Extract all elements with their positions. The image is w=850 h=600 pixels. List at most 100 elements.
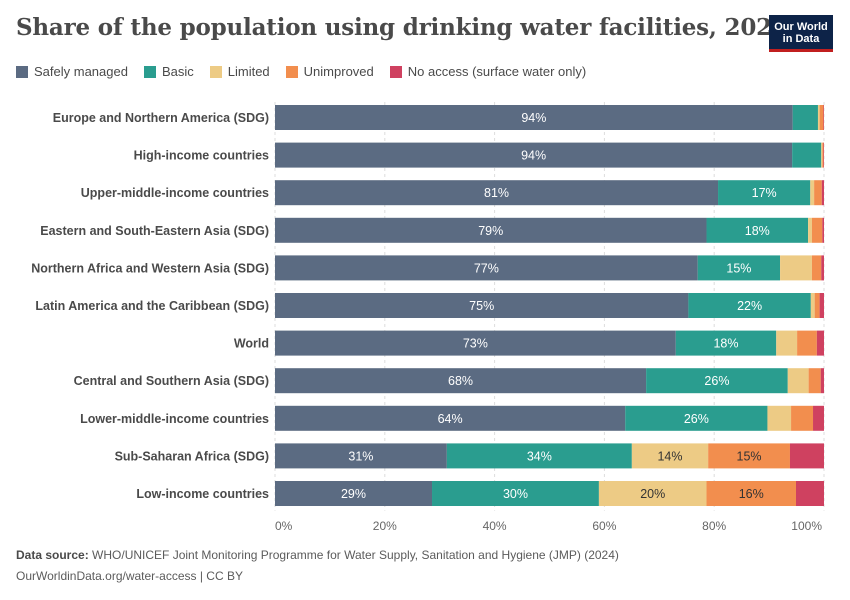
category-label: World <box>234 337 269 351</box>
data-label: 81% <box>484 186 509 200</box>
data-label: 18% <box>713 337 738 351</box>
bar-segment <box>432 481 599 506</box>
category-label: Low-income countries <box>136 487 269 501</box>
category-label: Upper-middle-income countries <box>81 186 269 200</box>
bar-segment <box>814 293 820 318</box>
legend-label: Basic <box>161 64 194 79</box>
bar-segment <box>646 368 788 394</box>
data-label: 14% <box>657 449 682 463</box>
bar-segment <box>275 180 719 206</box>
data-label: 77% <box>474 261 499 275</box>
legend-swatch <box>285 65 298 78</box>
bar-segment <box>787 368 809 394</box>
bar-segment <box>810 293 815 318</box>
bar-segment <box>631 443 709 469</box>
data-label: 75% <box>469 299 494 313</box>
bar-segment <box>275 293 689 318</box>
bar-segment <box>822 217 824 243</box>
data-label: 94% <box>521 149 546 163</box>
bar-segment <box>808 368 821 394</box>
data-label: 17% <box>752 186 777 200</box>
bar-segment <box>823 105 824 130</box>
bar-segment <box>819 293 824 318</box>
bar-segment <box>792 142 822 168</box>
data-label: 34% <box>527 449 552 463</box>
bar-segment <box>814 180 822 206</box>
data-label: 94% <box>521 111 546 125</box>
bar-segment <box>275 405 626 431</box>
data-label: 16% <box>739 487 764 501</box>
category-label: Northern Africa and Western Asia (SDG) <box>31 261 269 275</box>
category-label: Eastern and South-Eastern Asia (SDG) <box>40 224 269 238</box>
bar-segment <box>810 180 815 206</box>
bar-segment <box>789 443 824 469</box>
data-label: 29% <box>341 487 366 501</box>
bar-segment <box>625 405 768 431</box>
bar-segment <box>446 443 632 469</box>
category-label: Latin America and the Caribbean (SDG) <box>35 299 269 313</box>
bar-segment <box>821 255 824 281</box>
legend-label: No access (surface water only) <box>407 64 587 79</box>
bar-segment <box>767 405 792 431</box>
bar-segment <box>275 443 447 469</box>
logo-line-2: in Data <box>782 33 820 45</box>
data-label: 15% <box>737 449 762 463</box>
legend-swatch <box>209 65 222 78</box>
category-label: Central and Southern Asia (SDG) <box>74 374 269 388</box>
x-tick-label: 60% <box>592 519 616 533</box>
data-label: 18% <box>745 224 770 238</box>
bar-segment <box>811 217 823 243</box>
category-label: High-income countries <box>134 149 269 163</box>
bar-segment <box>275 255 698 281</box>
data-label: 73% <box>463 337 488 351</box>
x-tick-label: 40% <box>483 519 507 533</box>
credit-line[interactable]: OurWorldinData.org/water-access | CC BY <box>16 569 243 583</box>
bar-segment <box>688 293 811 318</box>
bar-segment <box>275 481 433 506</box>
category-label: Lower-middle-income countries <box>80 412 269 426</box>
data-label: 15% <box>726 261 751 275</box>
bar-segment <box>796 481 824 506</box>
bar-segment <box>275 330 676 356</box>
data-label: 64% <box>438 412 463 426</box>
data-label: 31% <box>348 449 373 463</box>
x-tick-label: 20% <box>373 519 397 533</box>
bar-segment <box>697 255 781 281</box>
source-label: Data source: <box>16 548 89 562</box>
x-tick-label: 80% <box>702 519 726 533</box>
legend-item-0[interactable]: Safely managed <box>16 64 128 79</box>
legend-label: Unimproved <box>303 64 374 79</box>
x-tick-label: 100% <box>791 519 822 533</box>
category-label: Sub-Saharan Africa (SDG) <box>115 449 269 463</box>
legend-swatch <box>143 65 156 78</box>
bar-segment <box>820 368 824 394</box>
bar-segment <box>822 142 824 168</box>
legend-item-1[interactable]: Basic <box>143 64 194 79</box>
bar-segment <box>791 405 814 431</box>
legend: Safely managed Basic Limited Unimproved No a… <box>16 64 586 79</box>
bar-segment <box>808 217 812 243</box>
bar-segment <box>780 255 812 281</box>
bar-segment <box>792 105 818 130</box>
bar-segment <box>275 217 707 243</box>
bar-segment <box>275 368 647 394</box>
bar-segment <box>706 481 797 506</box>
data-source-line: Data source: WHO/UNICEF Joint Monitoring… <box>16 548 619 562</box>
category-label: Europe and Northern America (SDG) <box>53 111 269 125</box>
bar-segment <box>708 443 790 469</box>
legend-item-3[interactable]: Unimproved <box>285 64 374 79</box>
data-label: 68% <box>448 374 473 388</box>
legend-item-2[interactable]: Limited <box>209 64 270 79</box>
bar-segment <box>675 330 777 356</box>
bar-segment <box>813 405 824 431</box>
bar-segment <box>706 217 809 243</box>
legend-item-4[interactable]: No access (surface water only) <box>389 64 587 79</box>
bar-segment <box>821 180 824 206</box>
data-label: 30% <box>503 487 528 501</box>
bar-segment <box>817 105 820 130</box>
legend-label: Limited <box>227 64 270 79</box>
bar-segment <box>776 330 798 356</box>
source-text[interactable]: WHO/UNICEF Joint Monitoring Programme fo… <box>92 548 619 562</box>
owid-logo[interactable]: Our World in Data <box>769 15 833 52</box>
